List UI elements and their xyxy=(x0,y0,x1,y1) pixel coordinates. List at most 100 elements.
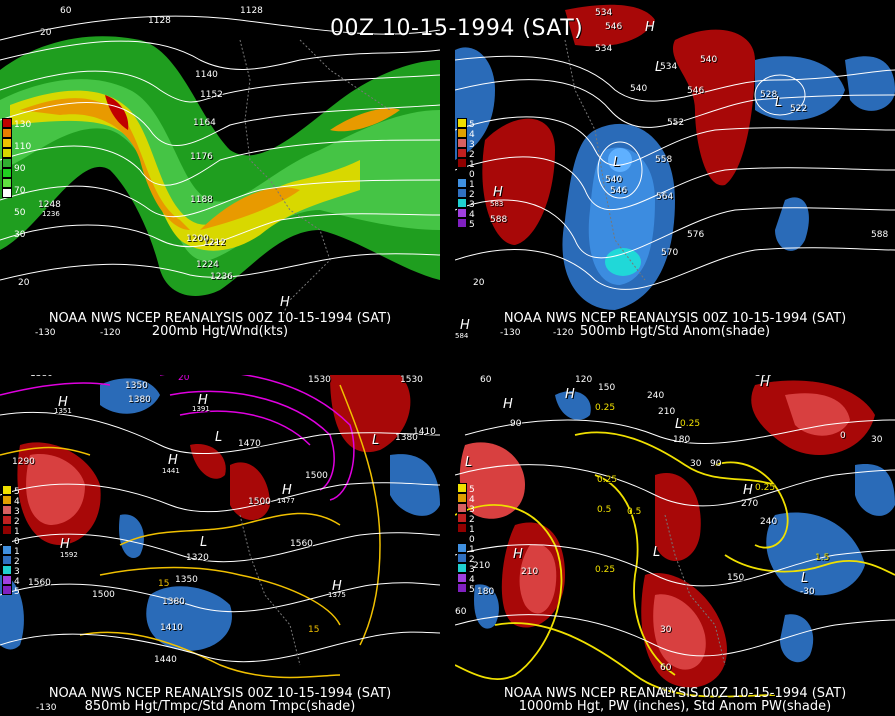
contour-label: 546 xyxy=(610,186,628,196)
contour-label: 1128 xyxy=(148,16,171,26)
high-pressure-label: H xyxy=(493,185,503,200)
map-850mb xyxy=(0,375,440,679)
contour-label: 588 xyxy=(871,230,889,240)
colorbar-label: 2 xyxy=(469,190,475,200)
contour-label: 1350 xyxy=(125,381,148,391)
colorbar-label: 0 xyxy=(14,537,20,547)
colorbar-label: 5 xyxy=(469,220,475,230)
colorbar-label: 3 xyxy=(469,140,475,150)
contour-label: 540 xyxy=(700,55,718,65)
contour-label: 1200 xyxy=(186,234,209,244)
contour-label: 60 xyxy=(660,663,672,673)
contour-label: 180 xyxy=(477,587,495,597)
contour-label: 20 xyxy=(18,278,30,288)
colorbar-label: 3 xyxy=(469,200,475,210)
contour-label: 558 xyxy=(655,155,673,165)
contour-label: 1152 xyxy=(200,90,223,100)
contour-label: 1477 xyxy=(277,497,295,505)
contour-label: 1164 xyxy=(193,118,216,128)
colorbar-label: 3 xyxy=(469,565,475,575)
colorbar-label: 4 xyxy=(469,210,475,220)
panel-caption-source: NOAA NWS NCEP REANALYSIS 00Z 10-15-1994 … xyxy=(503,686,847,701)
colorbar-label: 5 xyxy=(14,587,20,597)
high-pressure-label: H xyxy=(743,483,753,498)
contour-label: 0.25 xyxy=(755,483,776,493)
low-pressure-label: L xyxy=(372,433,380,448)
low-pressure-label: L xyxy=(653,545,661,560)
colorbar-label: 4 xyxy=(469,495,475,505)
contour-label: 540 xyxy=(605,175,623,185)
colorbar-label: 5 xyxy=(469,485,475,495)
contour-label: 564 xyxy=(656,192,674,202)
colorbar-label: 4 xyxy=(14,497,20,507)
axis-label: 60 xyxy=(455,607,467,617)
colorbar-label: 50 xyxy=(14,208,26,218)
axis-label: 60 xyxy=(60,6,72,16)
colorbar-label: 1 xyxy=(469,180,475,190)
panel-caption-source: NOAA NWS NCEP REANALYSIS 00Z 10-15-1994 … xyxy=(48,686,392,701)
contour-label: 30 xyxy=(660,625,672,635)
colorbar-label: 0 xyxy=(469,535,475,545)
contour-label: 1.5 xyxy=(815,553,830,563)
contour-label: 270 xyxy=(741,499,759,509)
contour-label: 1290 xyxy=(12,457,35,467)
contour-label: 1380 xyxy=(395,433,418,443)
high-pressure-label: H xyxy=(168,453,178,468)
map-200mb xyxy=(0,15,440,321)
contour-label: 534 xyxy=(595,44,613,54)
contour-label: 0.25 xyxy=(595,403,616,413)
contour-label: 1188 xyxy=(190,195,213,205)
colorbar-label: 2 xyxy=(14,517,20,527)
contour-label: 0.25 xyxy=(597,475,618,485)
colorbar-label: 4 xyxy=(14,577,20,587)
contour-label: 1530 xyxy=(308,375,331,385)
map-1000mb xyxy=(455,380,895,698)
contour-label: 240 xyxy=(647,391,665,401)
high-pressure-label: H xyxy=(282,483,292,498)
main-title: 00Z 10-15-1994 (SAT) xyxy=(330,16,584,41)
contour-label: 20 xyxy=(178,375,190,383)
high-pressure-label: H xyxy=(513,547,523,562)
contour-label: 1380 xyxy=(128,395,151,405)
contour-label: 1350 xyxy=(175,575,198,585)
contour-label: 60 xyxy=(480,375,492,385)
colorbar-label: 1 xyxy=(469,160,475,170)
contour-label: 1470 xyxy=(238,439,261,449)
colorbar-1000mb xyxy=(457,483,467,623)
colorbar-label: 3 xyxy=(14,507,20,517)
map-500mb xyxy=(455,4,895,310)
low-pressure-label: L xyxy=(675,417,683,432)
low-pressure-label: L xyxy=(613,155,621,170)
panel-caption-field: 850mb Hgt/Tmpc/Std Anom Tmpc(shade) xyxy=(84,699,356,714)
contour-label: 150 xyxy=(598,383,616,393)
high-pressure-label: H xyxy=(58,395,68,410)
panel-caption-field: 200mb Hgt/Wnd(kts) xyxy=(151,324,289,339)
contour-label: 15 xyxy=(158,579,170,589)
contour-label: 1380 xyxy=(162,597,185,607)
contour-label: 588 xyxy=(490,215,508,225)
contour-label: 546 xyxy=(605,22,623,32)
axis-label: -130 xyxy=(35,328,56,338)
colorbar-label: 1 xyxy=(469,525,475,535)
colorbar-label: 2 xyxy=(469,150,475,160)
contour-label: 1128 xyxy=(240,6,263,16)
contour-label: 20 xyxy=(40,28,52,38)
axis-label: 60 xyxy=(660,687,672,697)
contour-label: 1500 xyxy=(305,471,328,481)
low-pressure-label: L xyxy=(200,535,208,550)
contour-label: 583 xyxy=(490,200,504,208)
contour-label: 1351 xyxy=(54,407,72,415)
high-pressure-label: H xyxy=(280,295,290,310)
colorbar-label: 2 xyxy=(469,515,475,525)
colorbar-850mb xyxy=(2,485,12,625)
panel-caption-source: NOAA NWS NCEP REANALYSIS 00Z 10-15-1994 … xyxy=(503,311,847,326)
contour-label: 1375 xyxy=(328,591,346,599)
colorbar-label: 1 xyxy=(469,545,475,555)
contour-label: 150 xyxy=(727,573,745,583)
contour-label: 1500 xyxy=(248,497,271,507)
contour-label: 1380 xyxy=(30,375,53,379)
contour-label: 120 xyxy=(575,375,593,385)
contour-label: 1320 xyxy=(186,553,209,563)
colorbar-label: 3 xyxy=(14,567,20,577)
contour-label: 90 xyxy=(510,419,522,429)
